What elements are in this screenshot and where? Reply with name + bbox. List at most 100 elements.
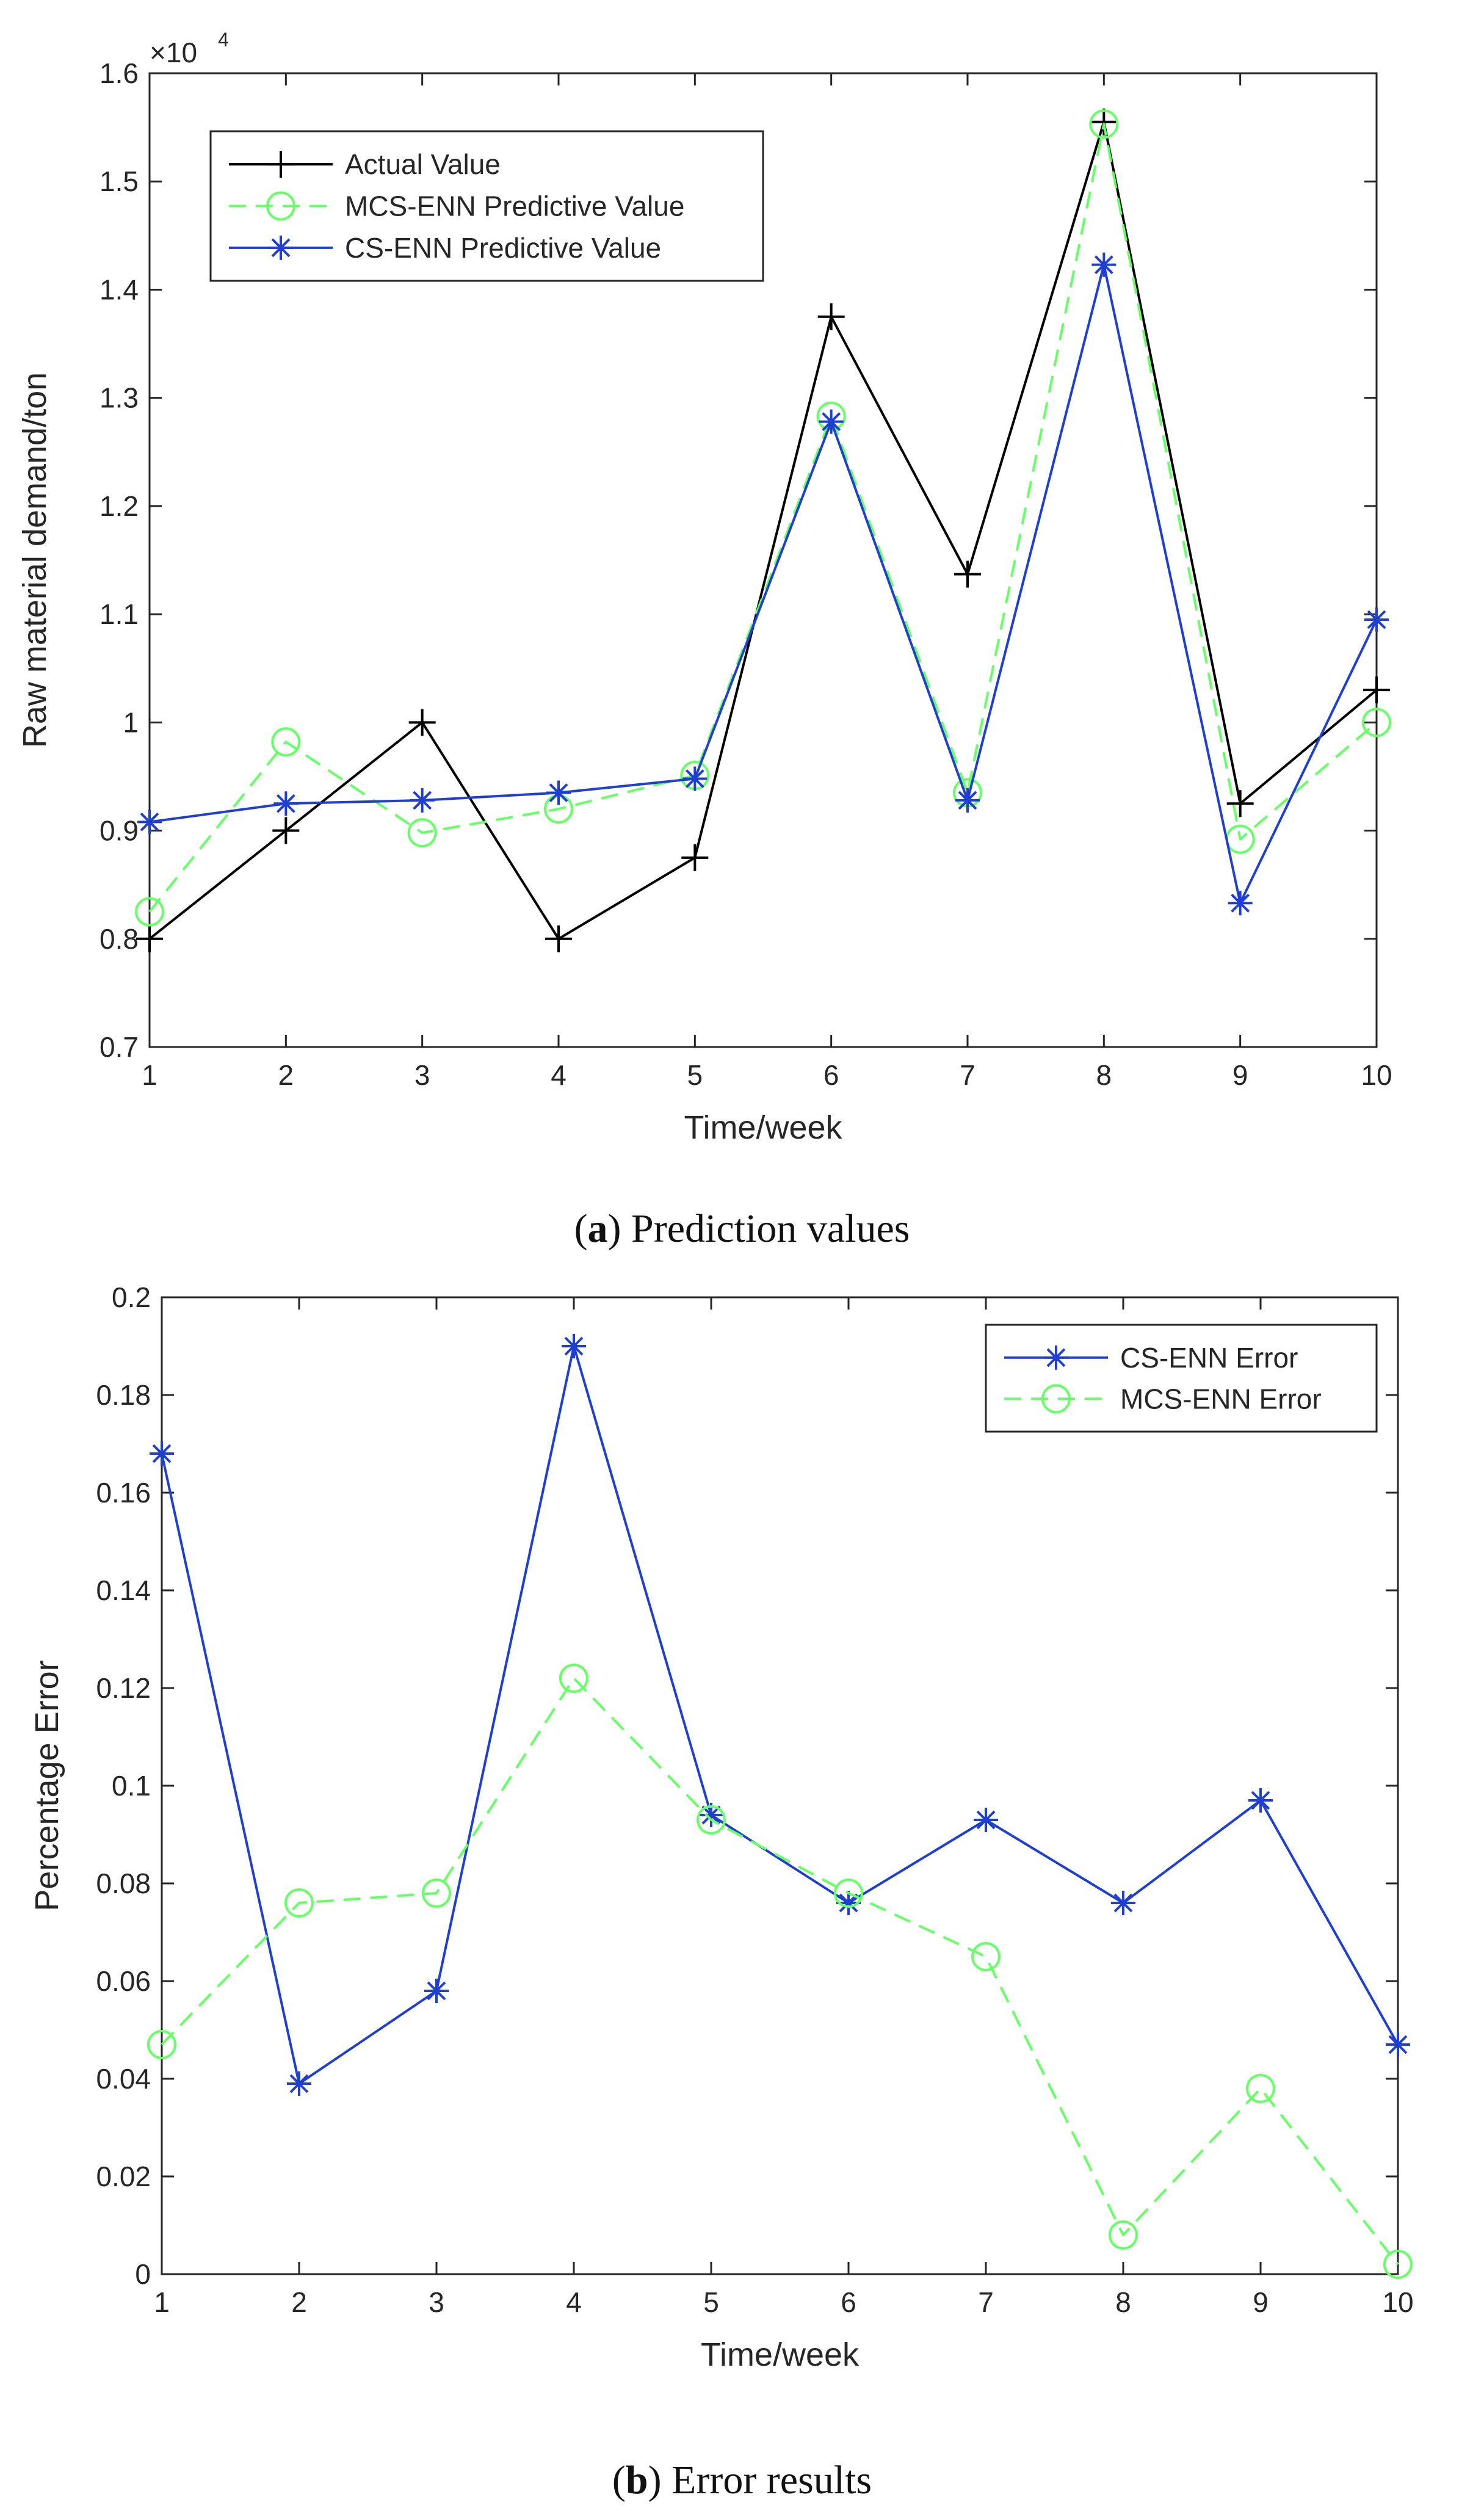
y-tick-label-a: 1.6 [100, 57, 139, 89]
series-a-1 [135, 109, 1391, 927]
y-tick-label-a: 1.3 [100, 382, 139, 414]
data-point-a-2 [1228, 891, 1253, 916]
legend-label-a-1: MCS-ENN Predictive Value [345, 190, 684, 222]
data-point-a-0 [408, 709, 436, 736]
x-tick-label-a: 10 [1361, 1059, 1392, 1091]
data-point-a-0 [1226, 790, 1254, 817]
series-a-2 [137, 252, 1389, 916]
legend-marker-a-0 [267, 151, 294, 178]
data-point-a-2 [137, 810, 162, 835]
x-tick-label-b: 2 [291, 2286, 307, 2318]
data-point-a-1 [407, 818, 437, 848]
series-a-0 [136, 108, 1390, 952]
data-point-b-0 [424, 1979, 449, 2003]
data-point-b-1 [1383, 2250, 1413, 2279]
y-tick-label-b: 0.14 [96, 1574, 151, 1606]
caption-b-letter: b [625, 2458, 648, 2502]
y-tick-label-a: 0.8 [100, 923, 139, 955]
legend-box-a [209, 130, 764, 282]
data-point-a-2 [410, 788, 435, 813]
x-tick-label-a: 7 [960, 1059, 975, 1091]
data-point-a-0 [817, 303, 845, 330]
data-point-b-0 [287, 2071, 311, 2096]
y-tick-label-b: 0.12 [96, 1672, 151, 1704]
x-tick-label-b: 10 [1382, 2286, 1413, 2318]
y-exponent-power-a: 4 [218, 29, 229, 51]
x-tick-label-b: 5 [703, 2286, 719, 2318]
chart-panel-a: 1 2 3 4 5 6 7 8 9 10 0.7 0.8 0.9 1 1.1 1.2 1.3 1.4 1.5 1.6 ×… [16, 29, 1392, 1146]
series-line-b-1 [161, 1677, 1399, 2266]
x-tick-label-a: 4 [551, 1059, 566, 1091]
y-tick-label-b: 0.16 [96, 1477, 151, 1509]
series-b-0 [150, 1334, 1410, 2096]
data-point-a-2 [955, 788, 980, 813]
y-tick-label-a: 1.4 [100, 274, 139, 305]
y-tick-label-b: 0.18 [96, 1379, 151, 1411]
data-point-a-1 [1089, 109, 1119, 139]
legend-label-b-0: CS-ENN Error [1120, 1342, 1298, 1374]
data-point-b-0 [1386, 2032, 1410, 2057]
data-point-a-2 [1364, 607, 1389, 632]
y-tick-label-b: 0 [135, 2258, 151, 2290]
data-point-b-1 [422, 1879, 451, 1908]
data-point-a-1 [135, 897, 164, 927]
y-tick-label-b: 0.1 [112, 1770, 151, 1802]
y-tick-label-a: 0.9 [100, 815, 139, 847]
chart-panel-b: 1 2 3 4 5 6 7 8 9 10 0 0.02 0.04 0.06 0.08 0.1 0.12 0.14 0… [29, 1281, 1414, 2373]
legend-b: CS-ENN Error MCS-ENN Error [985, 1324, 1378, 1433]
legend-a: Actual Value MCS-ENN Predictive Value CS-E… [209, 130, 764, 282]
legend-marker-a-2 [269, 235, 293, 260]
data-point-b-0 [150, 1441, 174, 1466]
series-line-a-2 [149, 263, 1378, 905]
x-tick-label-a: 9 [1232, 1059, 1248, 1091]
y-tick-label-b: 0.2 [112, 1281, 151, 1313]
y-tick-label-b: 0.08 [96, 1868, 151, 1899]
data-point-a-0 [681, 844, 709, 871]
caption-b: (b) Error results [612, 2458, 872, 2502]
x-tick-label-a: 8 [1096, 1059, 1112, 1091]
data-point-a-0 [136, 925, 163, 952]
data-point-b-1 [284, 1888, 314, 1918]
data-point-a-0 [954, 560, 981, 588]
data-point-a-0 [545, 925, 572, 952]
legend-marker-b-0 [1044, 1345, 1068, 1370]
series-line-a-0 [148, 120, 1378, 940]
data-point-a-2 [273, 791, 299, 816]
x-tick-label-b: 7 [978, 2286, 994, 2318]
x-tick-label-b: 4 [566, 2286, 582, 2318]
data-point-a-2 [1091, 252, 1117, 277]
y-tick-label-b: 0.06 [96, 1965, 151, 1997]
data-point-b-0 [974, 1808, 998, 1832]
data-point-b-1 [147, 2030, 176, 2059]
series-line-a-1 [148, 123, 1378, 913]
data-point-a-0 [272, 817, 300, 844]
x-tick-label-a: 5 [687, 1059, 703, 1091]
x-tick-label-a: 1 [142, 1059, 157, 1091]
y-axis-title-a: Raw material demand/ton [16, 372, 53, 748]
data-point-a-2 [819, 409, 844, 434]
legend-label-b-1: MCS-ENN Error [1120, 1383, 1322, 1415]
series-line-b-0 [161, 1345, 1399, 2085]
data-point-b-1 [697, 1805, 726, 1835]
legend-label-a-2: CS-ENN Predictive Value [345, 232, 661, 264]
y-axis-title-b: Percentage Error [29, 1660, 65, 1911]
y-tick-label-b: 0.04 [96, 2063, 151, 2095]
y-tick-label-a: 0.7 [100, 1031, 139, 1063]
data-point-a-1 [271, 727, 301, 757]
caption-a-letter: a [587, 1206, 608, 1251]
y-tick-label-a: 1.5 [100, 165, 139, 197]
data-point-b-1 [1109, 2220, 1138, 2250]
x-tick-label-a: 2 [278, 1059, 294, 1091]
caption-a: (a) Prediction values [574, 1206, 910, 1251]
x-tick-label-b: 9 [1253, 2286, 1269, 2318]
legend-marker-b-1 [1041, 1384, 1071, 1414]
x-tick-label-a: 6 [823, 1059, 839, 1091]
data-point-a-0 [1090, 108, 1118, 136]
series-b-1 [147, 1664, 1413, 2279]
x-tick-label-b: 8 [1115, 2286, 1131, 2318]
x-tick-label-a: 3 [414, 1059, 430, 1091]
data-point-b-0 [1248, 1788, 1273, 1813]
data-point-b-1 [971, 1942, 1001, 1971]
data-point-a-2 [682, 766, 708, 791]
